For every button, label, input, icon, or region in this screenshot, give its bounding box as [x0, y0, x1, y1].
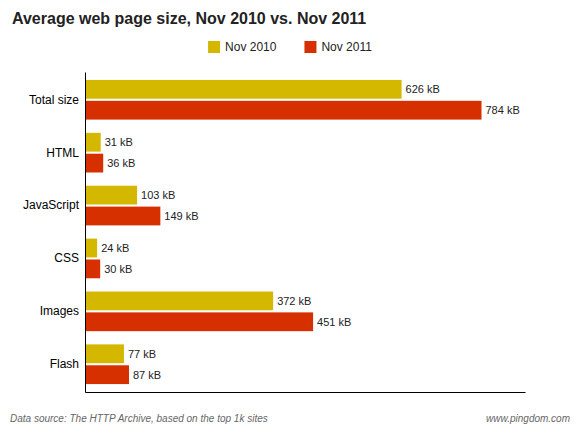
tick: HTML	[46, 146, 85, 160]
data-label: 24 kB	[101, 242, 129, 254]
bar	[85, 101, 482, 120]
bar	[85, 344, 124, 363]
legend-label: Nov 2011	[321, 40, 372, 54]
data-labels: 626 kB 31 kB 103 kB 24 kB 372 kB 77 kB 784 kB 3…	[101, 83, 520, 380]
legend-label: Nov 2010	[225, 40, 277, 54]
series	[85, 101, 482, 384]
bar	[85, 133, 101, 152]
bar	[85, 207, 160, 226]
bar	[85, 259, 100, 278]
tick: Total size	[29, 93, 85, 107]
tick-label: Flash	[50, 357, 79, 371]
legend: Nov 2010 Nov 2011	[208, 40, 372, 54]
bar	[85, 292, 273, 311]
annotation: Data source: The HTTP Archive, based on …	[10, 413, 268, 424]
legend-item: Nov 2011	[304, 40, 372, 54]
tick-label: JavaScript	[23, 198, 80, 212]
data-label: 372 kB	[277, 295, 311, 307]
data-label: 626 kB	[406, 83, 440, 95]
bar	[85, 154, 103, 173]
data-label: 87 kB	[133, 369, 161, 381]
tick-label: Total size	[29, 93, 79, 107]
data-label: 30 kB	[104, 263, 132, 275]
data-label: 31 kB	[105, 136, 133, 148]
x-axis	[86, 392, 526, 393]
data-label: 451 kB	[317, 316, 351, 328]
y-axis: Total size HTML JavaScript CSS Images Flash	[23, 73, 86, 393]
data-label: 77 kB	[128, 348, 156, 360]
tick: Flash	[50, 357, 85, 371]
tick: CSS	[54, 251, 85, 265]
tick: Images	[40, 304, 85, 318]
bar	[85, 186, 137, 205]
data-label: 149 kB	[164, 210, 198, 222]
axis-line	[85, 73, 86, 393]
chart: Average web page size, Nov 2010 vs. Nov …	[0, 0, 580, 434]
title: Average web page size, Nov 2010 vs. Nov …	[12, 10, 366, 27]
annotation: www.pingdom.com	[486, 413, 570, 424]
axis-line	[86, 392, 526, 393]
bar	[85, 80, 402, 99]
data-label: 36 kB	[107, 157, 135, 169]
plot: 626 kB 31 kB 103 kB 24 kB 372 kB 77 kB 784 kB 3…	[23, 73, 526, 393]
legend-item: Nov 2010	[208, 40, 277, 54]
bars	[85, 80, 482, 384]
bar	[85, 365, 129, 384]
data-label: 103 kB	[141, 189, 175, 201]
series	[85, 80, 402, 363]
bar	[85, 239, 97, 258]
legend-swatch	[208, 41, 220, 53]
legend-swatch	[304, 41, 316, 53]
tick: JavaScript	[23, 198, 85, 212]
tick-label: CSS	[54, 251, 79, 265]
tick-label: Images	[40, 304, 79, 318]
bar	[85, 312, 313, 331]
tick-label: HTML	[46, 146, 79, 160]
data-label: 784 kB	[486, 104, 520, 116]
